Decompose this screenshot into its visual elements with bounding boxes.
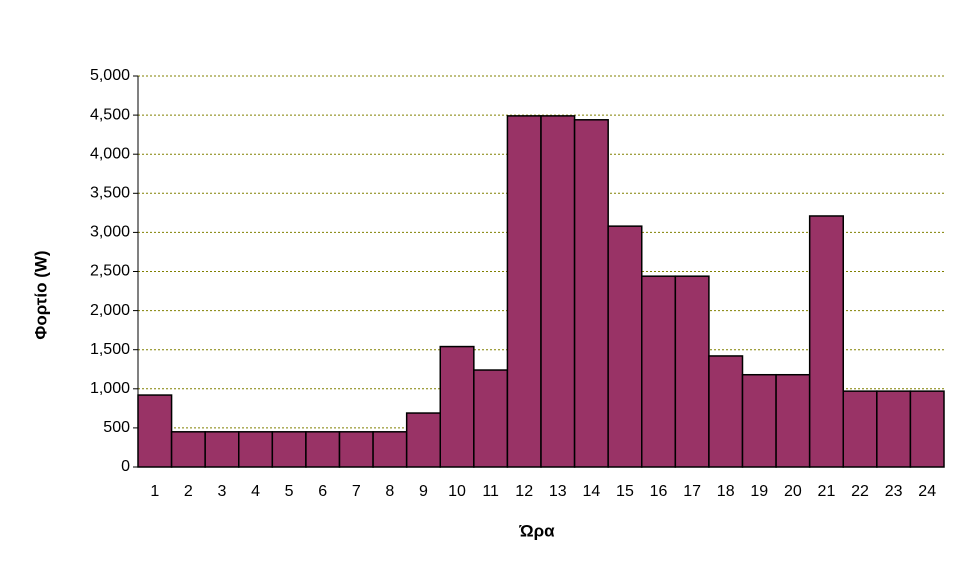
x-tick-label: 13	[549, 483, 567, 500]
bar	[741, 373, 777, 468]
x-tick-label: 19	[750, 483, 768, 500]
bar	[641, 275, 677, 468]
x-tick-label: 10	[448, 483, 466, 500]
x-tick-label: 4	[251, 483, 260, 500]
bar	[305, 431, 341, 468]
bar	[909, 390, 945, 468]
bar	[842, 390, 878, 468]
y-tick-label: 4,000	[90, 145, 130, 162]
x-tick-label: 11	[482, 483, 499, 500]
bar	[204, 431, 240, 468]
x-tick-label: 6	[318, 483, 327, 500]
bar	[876, 390, 912, 468]
bar	[137, 394, 173, 468]
bar	[473, 369, 509, 468]
bar	[708, 355, 744, 468]
x-tick-label: 24	[918, 483, 936, 500]
y-tick-label: 2,500	[90, 263, 130, 280]
y-tick-label: 3,500	[90, 185, 130, 202]
bar	[775, 373, 811, 468]
x-tick-label: 23	[885, 483, 903, 500]
y-tick-label: 1,500	[90, 341, 130, 358]
bar	[573, 119, 609, 468]
x-tick-label: 22	[851, 483, 869, 500]
x-tick-label: 1	[150, 483, 159, 500]
x-tick-label: 20	[784, 483, 802, 500]
y-tick-label: 4,500	[90, 106, 130, 123]
bar	[271, 431, 307, 468]
bar	[170, 431, 206, 468]
y-tick-label: 5,000	[90, 67, 130, 84]
x-tick-label: 2	[184, 483, 193, 500]
y-tick-label: 0	[121, 458, 130, 475]
x-tick-label: 21	[818, 483, 836, 500]
x-tick-label: 14	[582, 483, 600, 500]
x-axis-title: Ώρα	[518, 521, 555, 540]
bar	[808, 215, 845, 468]
bar	[607, 225, 643, 468]
x-tick-label: 7	[352, 483, 361, 500]
y-axis-title: Φορτίο (W)	[31, 250, 50, 339]
bar	[540, 115, 576, 468]
x-tick-label: 9	[419, 483, 428, 500]
bar	[506, 115, 542, 468]
bar	[372, 431, 408, 468]
y-tick-label: 3,000	[90, 224, 130, 241]
x-tick-label: 15	[616, 483, 634, 500]
y-tick-label: 500	[103, 419, 130, 436]
bar	[439, 345, 475, 468]
x-tick-label: 5	[285, 483, 294, 500]
y-tick-label: 2,000	[90, 302, 130, 319]
bar	[405, 412, 441, 468]
bar	[674, 275, 710, 468]
x-tick-label: 17	[683, 483, 701, 500]
x-tick-label: 18	[717, 483, 735, 500]
x-tick-label: 16	[650, 483, 668, 500]
bar	[238, 431, 274, 468]
x-tick-label: 8	[385, 483, 394, 500]
x-tick-label: 12	[515, 483, 533, 500]
bar	[338, 431, 374, 468]
x-tick-label: 3	[218, 483, 227, 500]
y-tick-label: 1,000	[90, 380, 130, 397]
